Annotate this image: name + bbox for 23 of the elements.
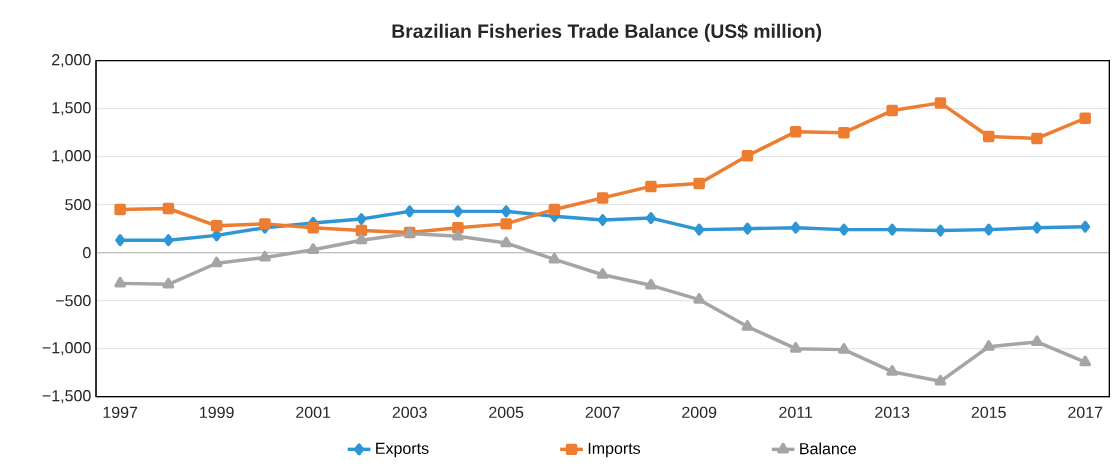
legend-label: Exports	[376, 442, 429, 458]
y-tick-label: 1,500	[52, 102, 91, 116]
y-tick-label: 1,000	[52, 150, 91, 164]
y-tick-label: 0	[83, 247, 91, 259]
y-tick-label: −1,500	[42, 390, 91, 404]
y-tick-label: −500	[56, 295, 91, 307]
y-tick-label: 500	[65, 199, 91, 211]
x-tick-label: 2005	[489, 406, 524, 419]
chart-title: Brazilian Fisheries Trade Balance (US$ million)	[392, 23, 822, 42]
x-tick-label: 2017	[1068, 406, 1103, 419]
x-tick-label: 2007	[585, 406, 620, 419]
x-tick-label: 2015	[971, 406, 1006, 419]
x-tick-label: 2009	[682, 406, 717, 419]
legend-label: Balance	[800, 442, 856, 455]
x-tick-label: 1997	[103, 406, 138, 419]
legend-label: Imports	[588, 442, 641, 458]
x-tick-label: 2013	[875, 406, 910, 419]
x-tick-label: 2001	[296, 406, 331, 419]
y-tick-label: −1,000	[42, 342, 91, 356]
x-tick-label: 1999	[200, 406, 234, 419]
x-tick-label: 2003	[392, 406, 427, 419]
x-tick-label: 2011	[779, 406, 813, 419]
y-tick-label: 2,000	[52, 54, 91, 68]
